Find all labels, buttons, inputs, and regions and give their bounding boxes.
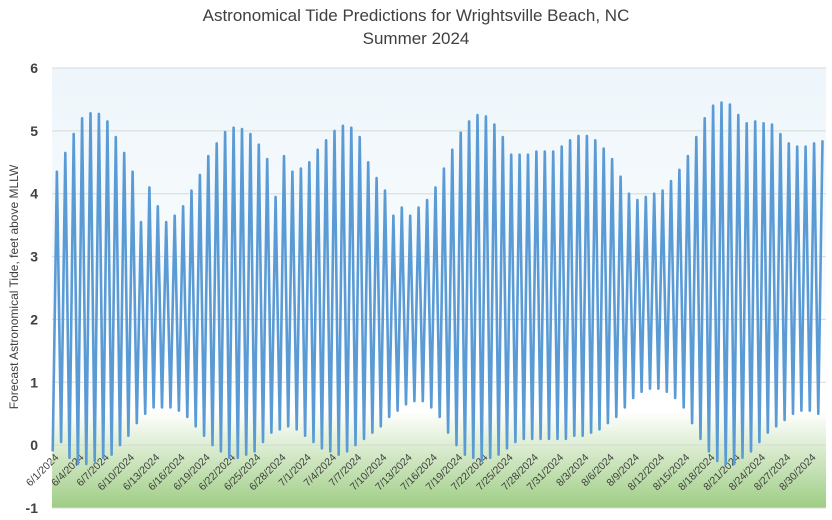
- y-tick-label: 3: [30, 249, 38, 265]
- y-tick-label: 4: [30, 186, 38, 202]
- y-tick-label: 1: [30, 374, 38, 390]
- y-axis-label: Forecast Astronomical Tide, feet above M…: [7, 164, 21, 409]
- y-tick-label: 0: [30, 437, 38, 453]
- y-axis: -1 0 1 2 3 4 5 6: [26, 60, 39, 516]
- y-tick-label: -1: [26, 500, 39, 516]
- y-tick-label: 2: [30, 311, 38, 327]
- series-line: [51, 101, 824, 466]
- y-tick-label: 5: [30, 123, 38, 139]
- y-tick-label: 6: [30, 60, 38, 76]
- series-layer: [51, 101, 824, 466]
- chart-title: Astronomical Tide Predictions for Wright…: [202, 6, 630, 25]
- chart-subtitle: Summer 2024: [362, 29, 470, 48]
